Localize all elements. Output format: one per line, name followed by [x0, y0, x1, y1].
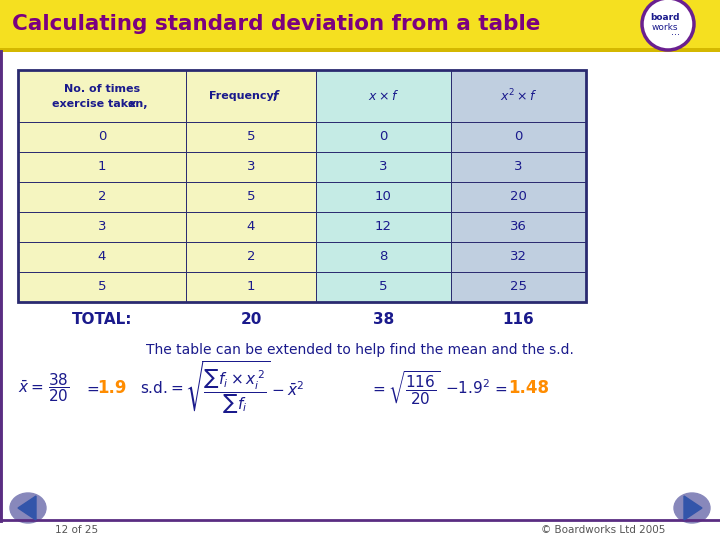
FancyBboxPatch shape: [18, 122, 186, 152]
Text: 3: 3: [247, 160, 256, 173]
Text: Frequency,: Frequency,: [209, 91, 281, 101]
Text: ...: ...: [672, 27, 680, 37]
FancyBboxPatch shape: [451, 70, 586, 122]
Text: 1: 1: [247, 280, 256, 294]
Text: 4: 4: [247, 220, 255, 233]
Text: $\sqrt{\dfrac{116}{20}}$: $\sqrt{\dfrac{116}{20}}$: [388, 369, 440, 407]
FancyBboxPatch shape: [186, 212, 316, 242]
Text: $=$: $=$: [370, 381, 386, 395]
FancyBboxPatch shape: [451, 272, 586, 302]
Text: 8: 8: [379, 251, 387, 264]
Text: x: x: [128, 99, 135, 109]
Text: 116: 116: [503, 313, 534, 327]
Text: 32: 32: [510, 251, 527, 264]
FancyBboxPatch shape: [18, 242, 186, 272]
FancyBboxPatch shape: [186, 122, 316, 152]
Text: 3: 3: [514, 160, 523, 173]
Text: 1.48: 1.48: [508, 379, 549, 397]
Ellipse shape: [674, 493, 710, 523]
Text: The table can be extended to help find the mean and the s.d.: The table can be extended to help find t…: [146, 343, 574, 357]
Text: 5: 5: [98, 280, 107, 294]
Text: 36: 36: [510, 220, 527, 233]
FancyBboxPatch shape: [316, 122, 451, 152]
Text: 20: 20: [510, 191, 527, 204]
FancyBboxPatch shape: [186, 242, 316, 272]
FancyBboxPatch shape: [316, 242, 451, 272]
FancyBboxPatch shape: [18, 70, 186, 122]
Text: No. of times: No. of times: [64, 84, 140, 94]
FancyBboxPatch shape: [0, 48, 720, 52]
FancyBboxPatch shape: [316, 212, 451, 242]
FancyBboxPatch shape: [18, 182, 186, 212]
Text: $\sqrt{\dfrac{\sum f_i \times x_i^{\,2}}{\sum f_i}}-\bar{x}^2$: $\sqrt{\dfrac{\sum f_i \times x_i^{\,2}}…: [185, 360, 304, 416]
FancyBboxPatch shape: [18, 272, 186, 302]
Text: 2: 2: [247, 251, 256, 264]
Text: 1: 1: [98, 160, 107, 173]
Ellipse shape: [10, 493, 46, 523]
Text: 5: 5: [247, 131, 256, 144]
Text: © Boardworks Ltd 2005: © Boardworks Ltd 2005: [541, 525, 665, 535]
Text: s.d.$=$: s.d.$=$: [140, 380, 184, 396]
Text: 5: 5: [247, 191, 256, 204]
Text: 0: 0: [98, 131, 106, 144]
Circle shape: [642, 0, 694, 50]
Text: 25: 25: [510, 280, 527, 294]
FancyBboxPatch shape: [0, 0, 720, 48]
Text: 20: 20: [240, 313, 261, 327]
Text: Calculating standard deviation from a table: Calculating standard deviation from a ta…: [12, 14, 541, 34]
Text: exercise taken,: exercise taken,: [53, 99, 152, 109]
FancyBboxPatch shape: [316, 152, 451, 182]
FancyBboxPatch shape: [451, 182, 586, 212]
FancyBboxPatch shape: [186, 272, 316, 302]
Text: 12: 12: [375, 220, 392, 233]
Text: $=$: $=$: [84, 381, 100, 395]
Text: $=$: $=$: [492, 381, 508, 395]
Polygon shape: [684, 496, 702, 520]
Text: 5: 5: [379, 280, 388, 294]
Text: board: board: [650, 14, 680, 23]
Text: works: works: [652, 23, 678, 31]
FancyBboxPatch shape: [316, 70, 451, 122]
FancyBboxPatch shape: [186, 70, 316, 122]
FancyBboxPatch shape: [451, 212, 586, 242]
Text: $x^2 \times f$: $x^2 \times f$: [500, 87, 537, 104]
Polygon shape: [18, 496, 36, 520]
Text: 1.9: 1.9: [97, 379, 127, 397]
FancyBboxPatch shape: [186, 182, 316, 212]
FancyBboxPatch shape: [451, 122, 586, 152]
Text: 0: 0: [379, 131, 387, 144]
Text: 38: 38: [373, 313, 394, 327]
Text: $\dfrac{38}{20}$: $\dfrac{38}{20}$: [48, 372, 69, 404]
Text: TOTAL:: TOTAL:: [72, 313, 132, 327]
Text: 3: 3: [379, 160, 388, 173]
FancyBboxPatch shape: [316, 182, 451, 212]
Text: 2: 2: [98, 191, 107, 204]
FancyBboxPatch shape: [186, 152, 316, 182]
FancyBboxPatch shape: [451, 152, 586, 182]
Text: 4: 4: [98, 251, 106, 264]
Text: $\bar{x}=$: $\bar{x}=$: [18, 380, 43, 396]
FancyBboxPatch shape: [18, 152, 186, 182]
Text: 10: 10: [375, 191, 392, 204]
FancyBboxPatch shape: [18, 212, 186, 242]
Text: 3: 3: [98, 220, 107, 233]
FancyBboxPatch shape: [451, 242, 586, 272]
FancyBboxPatch shape: [316, 272, 451, 302]
Text: f: f: [272, 90, 278, 103]
Text: 0: 0: [514, 131, 523, 144]
Text: $-1.9^2$: $-1.9^2$: [445, 379, 490, 397]
Text: 12 of 25: 12 of 25: [55, 525, 98, 535]
Text: $x \times f$: $x \times f$: [368, 89, 399, 103]
